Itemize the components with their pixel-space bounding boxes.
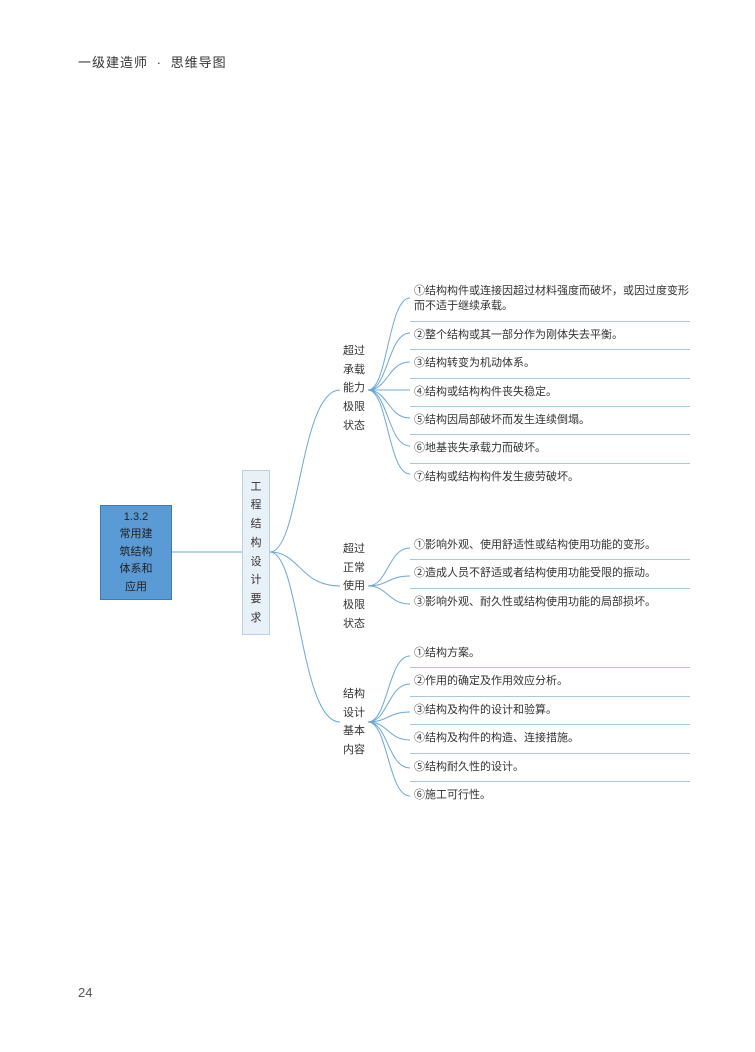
page-number: 24	[78, 985, 92, 1000]
leaf: ①结构构件或连接因超过材料强度而破坏，或因过度变形而不适于继续承载。	[410, 280, 690, 322]
l2-c4: 构	[251, 534, 262, 553]
branch-2-label: 超过 正常 使用 极限 状态	[340, 540, 368, 633]
root-l3: 体系和	[120, 561, 153, 579]
b2-c5: 状态	[340, 615, 368, 634]
leaf: ②造成人员不舒适或者结构使用功能受限的振动。	[410, 560, 690, 588]
leaf: ⑦结构或结构构件发生疲劳破坏。	[410, 464, 690, 491]
b1-c2: 承载	[340, 361, 368, 380]
branch-1-label: 超过 承载 能力 极限 状态	[340, 342, 368, 435]
root-code: 1.3.2	[124, 509, 148, 527]
b3-c4: 内容	[340, 741, 368, 760]
leaf: ⑥地基丧失承载力而破坏。	[410, 435, 690, 463]
root-l1: 常用建	[120, 526, 153, 544]
b1-c3: 能力	[340, 379, 368, 398]
b1-c5: 状态	[340, 417, 368, 436]
leaf: ①影响外观、使用舒适性或结构使用功能的变形。	[410, 532, 690, 560]
b3-c1: 结构	[340, 685, 368, 704]
root-node: 1.3.2 常用建 筑结构 体系和 应用	[100, 505, 172, 600]
leaf: ⑤结构因局部破坏而发生连续倒塌。	[410, 407, 690, 435]
page-header: 一级建造师 · 思维导图	[78, 52, 227, 71]
b2-c2: 正常	[340, 559, 368, 578]
leaf: ③结构及构件的设计和验算。	[410, 697, 690, 725]
leaf: ③结构转变为机动体系。	[410, 350, 690, 378]
l2-c7: 要	[251, 590, 262, 609]
header-right: 思维导图	[171, 55, 227, 70]
b2-c4: 极限	[340, 596, 368, 615]
branch-1-leaves: ①结构构件或连接因超过材料强度而破坏，或因过度变形而不适于继续承载。 ②整个结构…	[410, 280, 690, 491]
l2-c6: 计	[251, 571, 262, 590]
l2-c8: 求	[251, 609, 262, 628]
l2-c3: 结	[251, 515, 262, 534]
leaf: ②整个结构或其一部分作为刚体失去平衡。	[410, 322, 690, 350]
leaf: ③影响外观、耐久性或结构使用功能的局部损坏。	[410, 589, 690, 616]
root-l4: 应用	[125, 579, 147, 597]
l2-c1: 工	[251, 478, 262, 497]
branch-3-label: 结构 设计 基本 内容	[340, 685, 368, 760]
b1-c1: 超过	[340, 342, 368, 361]
header-left: 一级建造师	[78, 55, 148, 70]
l2-c2: 程	[251, 496, 262, 515]
b1-c4: 极限	[340, 398, 368, 417]
branch-3-leaves: ①结构方案。 ②作用的确定及作用效应分析。 ③结构及构件的设计和验算。 ④结构及…	[410, 640, 690, 809]
b2-c3: 使用	[340, 577, 368, 596]
leaf: ①结构方案。	[410, 640, 690, 668]
level2-node: 工 程 结 构 设 计 要 求	[242, 470, 270, 635]
root-l2: 筑结构	[120, 544, 153, 562]
leaf: ②作用的确定及作用效应分析。	[410, 668, 690, 696]
leaf: ④结构或结构构件丧失稳定。	[410, 379, 690, 407]
leaf: ④结构及构件的构造、连接措施。	[410, 725, 690, 753]
b2-c1: 超过	[340, 540, 368, 559]
leaf: ⑤结构耐久性的设计。	[410, 754, 690, 782]
b3-c3: 基本	[340, 722, 368, 741]
leaf: ⑥施工可行性。	[410, 782, 690, 809]
header-dot: ·	[157, 55, 162, 70]
branch-2-leaves: ①影响外观、使用舒适性或结构使用功能的变形。 ②造成人员不舒适或者结构使用功能受…	[410, 532, 690, 616]
b3-c2: 设计	[340, 704, 368, 723]
l2-c5: 设	[251, 553, 262, 572]
